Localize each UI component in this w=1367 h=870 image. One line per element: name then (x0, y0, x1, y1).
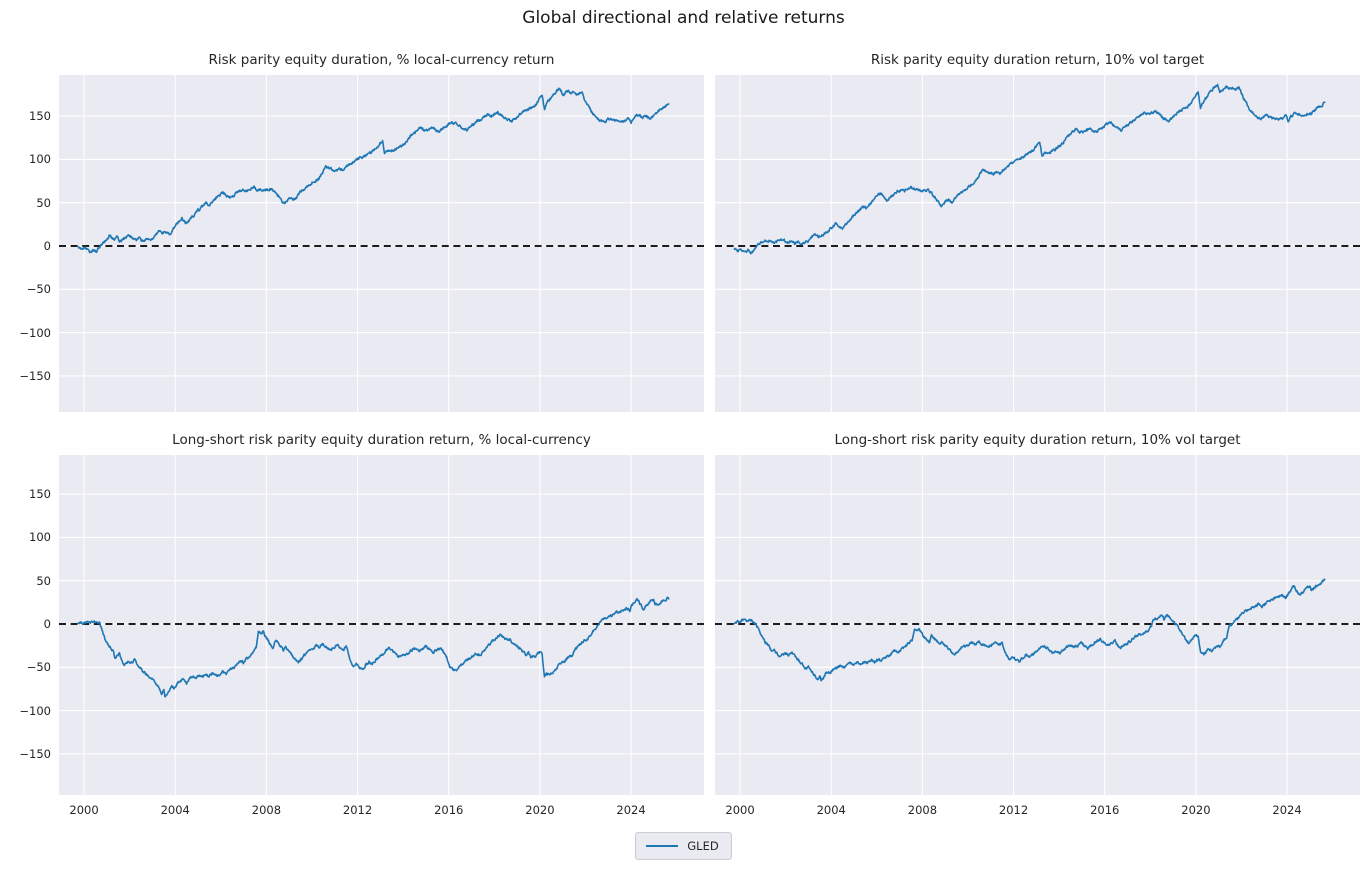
chart-svg (59, 455, 704, 795)
x-tick-label: 2004 (160, 803, 190, 817)
y-tick-label: −150 (19, 368, 51, 383)
figure-title: Global directional and relative returns (522, 8, 845, 28)
x-tick-label: 2024 (616, 803, 646, 817)
x-tick-label: 2020 (1181, 803, 1211, 817)
x-tick-label: 2012 (342, 803, 373, 817)
x-tick-label: 2016 (1090, 803, 1120, 817)
y-tick-label: 150 (29, 487, 51, 502)
chart-svg (715, 75, 1360, 412)
legend-box: GLED (635, 832, 732, 860)
subplot-top-right-canvas (715, 75, 1360, 412)
legend: GLED (0, 832, 1367, 860)
y-tick-label: −50 (26, 660, 51, 675)
y-tick-label: 0 (43, 617, 51, 631)
x-tick-label: 2000 (725, 803, 755, 817)
y-tick-label: −50 (26, 282, 51, 297)
y-tick-label: −100 (19, 325, 51, 340)
chart-svg (715, 455, 1360, 795)
x-tick-label: 2000 (69, 803, 99, 817)
subplot-title-top-left: Risk parity equity duration, % local-cur… (208, 52, 555, 68)
x-tick-label: 2012 (998, 803, 1029, 817)
legend-line-swatch (646, 845, 679, 847)
subplot-title-bottom-left: Long-short risk parity equity duration r… (172, 432, 591, 448)
legend-label: GLED (687, 839, 719, 853)
x-tick-label: 2020 (525, 803, 555, 817)
subplot-title-top-right: Risk parity equity duration return, 10% … (870, 52, 1205, 68)
chart-svg (59, 75, 704, 412)
y-tick-label: 50 (36, 573, 51, 588)
y-tick-label: 150 (29, 109, 51, 124)
y-tick-label: −100 (19, 703, 51, 718)
x-tick-label: 2004 (816, 803, 846, 817)
subplot-bottom-left-canvas (59, 455, 704, 795)
y-tick-label: −150 (19, 746, 51, 761)
subplot-top-left-canvas (59, 75, 704, 412)
subplot-title-bottom-right: Long-short risk parity equity duration r… (834, 432, 1241, 448)
y-tick-label: 0 (43, 239, 51, 253)
y-tick-label: 50 (36, 195, 51, 210)
x-tick-label: 2008 (251, 803, 282, 817)
y-tick-label: 100 (29, 530, 51, 545)
x-tick-label: 2008 (907, 803, 938, 817)
x-tick-label: 2016 (434, 803, 464, 817)
x-tick-label: 2024 (1272, 803, 1302, 817)
y-tick-label: 100 (29, 152, 51, 167)
subplot-bottom-right-canvas (715, 455, 1360, 795)
